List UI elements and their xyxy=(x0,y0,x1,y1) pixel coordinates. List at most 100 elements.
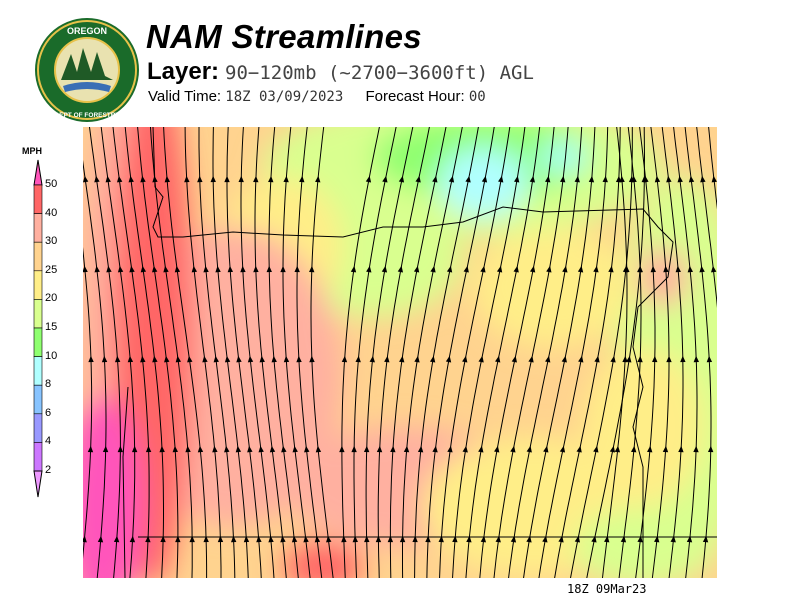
streamline-arrow-icon xyxy=(88,355,94,363)
streamline-arrow-icon xyxy=(687,265,694,273)
streamline-arrow-icon xyxy=(296,355,302,363)
streamline xyxy=(268,127,299,578)
streamline-arrow-icon xyxy=(163,265,169,273)
streamline-arrow-icon xyxy=(429,355,436,363)
streamline-arrow-icon xyxy=(184,175,190,183)
streamline xyxy=(570,127,633,578)
streamline-arrow-icon xyxy=(268,175,274,183)
streamline xyxy=(377,127,430,578)
streamline-arrow-icon xyxy=(256,535,262,543)
streamline-arrow-icon xyxy=(677,175,683,183)
streamline xyxy=(684,127,712,578)
streamline xyxy=(508,127,583,578)
streamline xyxy=(112,127,150,578)
streamline-arrow-icon xyxy=(140,265,147,273)
streamline-arrow-icon xyxy=(364,535,370,543)
streamline xyxy=(163,127,208,578)
streamline-arrow-icon xyxy=(140,175,146,183)
streamline-arrow-icon xyxy=(152,175,158,183)
streamline xyxy=(240,127,275,578)
streamline-map[interactable] xyxy=(83,127,717,578)
state-boundaries xyxy=(122,127,717,578)
streamline-arrow-icon xyxy=(114,355,121,363)
streamline-arrow-icon xyxy=(412,535,418,543)
legend-tick-label: 20 xyxy=(45,292,58,305)
streamline-arrow-icon xyxy=(160,535,166,543)
streamline xyxy=(365,127,414,578)
streamline-arrow-icon xyxy=(269,445,276,453)
streamline-arrow-icon xyxy=(699,265,705,273)
streamline-arrow-icon xyxy=(291,535,298,543)
streamline-arrow-icon xyxy=(526,535,532,543)
streamline-arrow-icon xyxy=(203,535,209,543)
streamline-arrow-icon xyxy=(652,355,658,363)
streamline-arrow-icon xyxy=(693,355,700,363)
streamline-arrow-icon xyxy=(129,265,135,273)
streamline-arrow-icon xyxy=(127,355,134,363)
streamline-arrow-icon xyxy=(663,265,669,273)
streamline-arrow-icon xyxy=(172,445,178,453)
streamline xyxy=(452,127,526,578)
streamline xyxy=(254,127,287,578)
streamline xyxy=(282,127,311,578)
streamline xyxy=(124,127,164,578)
streamline-arrow-icon xyxy=(106,265,112,273)
streamline-arrow-icon xyxy=(117,265,124,273)
streamline-arrow-icon xyxy=(326,535,332,543)
streamline-arrow-icon xyxy=(593,445,599,453)
streamline-arrow-icon xyxy=(546,265,552,273)
streamline-arrow-icon xyxy=(686,535,693,543)
streamline-arrow-icon xyxy=(174,265,181,273)
streamline-arrow-icon xyxy=(545,175,551,183)
logo: OREGON DEPT OF FORESTRY xyxy=(33,14,141,131)
streamline-arrow-icon xyxy=(702,535,709,543)
streamline-arrow-icon xyxy=(700,175,706,183)
streamline-arrow-icon xyxy=(594,355,600,363)
streamline-arrow-icon xyxy=(494,445,500,453)
streamline xyxy=(389,127,447,578)
streamline-arrow-icon xyxy=(675,265,681,273)
streamline-arrow-icon xyxy=(309,265,315,273)
streamline-arrow-icon xyxy=(314,535,321,543)
streamline-arrow-icon xyxy=(465,175,471,183)
legend-tick-label: 25 xyxy=(45,263,58,276)
legend-tick-label: 2 xyxy=(45,464,52,476)
streamline-arrow-icon xyxy=(140,355,146,363)
streamline-arrow-icon xyxy=(227,265,234,273)
streamline-arrow-icon xyxy=(462,355,468,363)
streamline-arrow-icon xyxy=(339,445,345,453)
streamline-arrow-icon xyxy=(129,535,136,543)
streamline-arrow-icon xyxy=(417,445,424,453)
streamline-arrow-icon xyxy=(414,355,420,363)
legend-band xyxy=(33,241,43,272)
streamline-arrow-icon xyxy=(706,355,713,363)
streamline xyxy=(601,127,628,578)
streamline-arrow-icon xyxy=(529,175,536,183)
legend-band xyxy=(33,270,43,300)
streamline-arrow-icon xyxy=(259,355,265,363)
legend-band xyxy=(33,356,43,386)
forecast-hour-label: Forecast Hour: xyxy=(365,88,465,105)
valid-time-value: 18Z 03/09/2023 xyxy=(225,89,344,105)
streamline-arrow-icon xyxy=(478,445,484,453)
legend-tick-label: 6 xyxy=(45,406,52,419)
streamline-arrow-icon xyxy=(304,445,310,453)
streamline-arrow-icon xyxy=(415,175,421,183)
streamline-arrow-icon xyxy=(608,265,614,273)
valid-time-info: Valid Time: 18Z 03/09/2023 Forecast Hour… xyxy=(148,88,486,105)
valid-time-label: Valid Time: xyxy=(148,88,222,105)
streamline-arrow-icon xyxy=(688,175,695,183)
streamline-arrow-icon xyxy=(128,175,134,183)
streamline xyxy=(439,127,511,578)
streamline-arrow-icon xyxy=(175,355,182,363)
streamline-arrow-icon xyxy=(711,175,717,183)
streamline-arrow-icon xyxy=(397,265,404,273)
streamline-arrow-icon xyxy=(511,355,517,363)
streamline xyxy=(465,127,541,578)
legend-arrow-bottom xyxy=(33,470,43,498)
streamline-arrow-icon xyxy=(593,265,599,273)
layer-label: Layer: xyxy=(147,58,220,85)
streamline-arrow-icon xyxy=(614,445,621,453)
streamline-arrow-icon xyxy=(637,355,643,363)
streamline xyxy=(83,246,93,560)
